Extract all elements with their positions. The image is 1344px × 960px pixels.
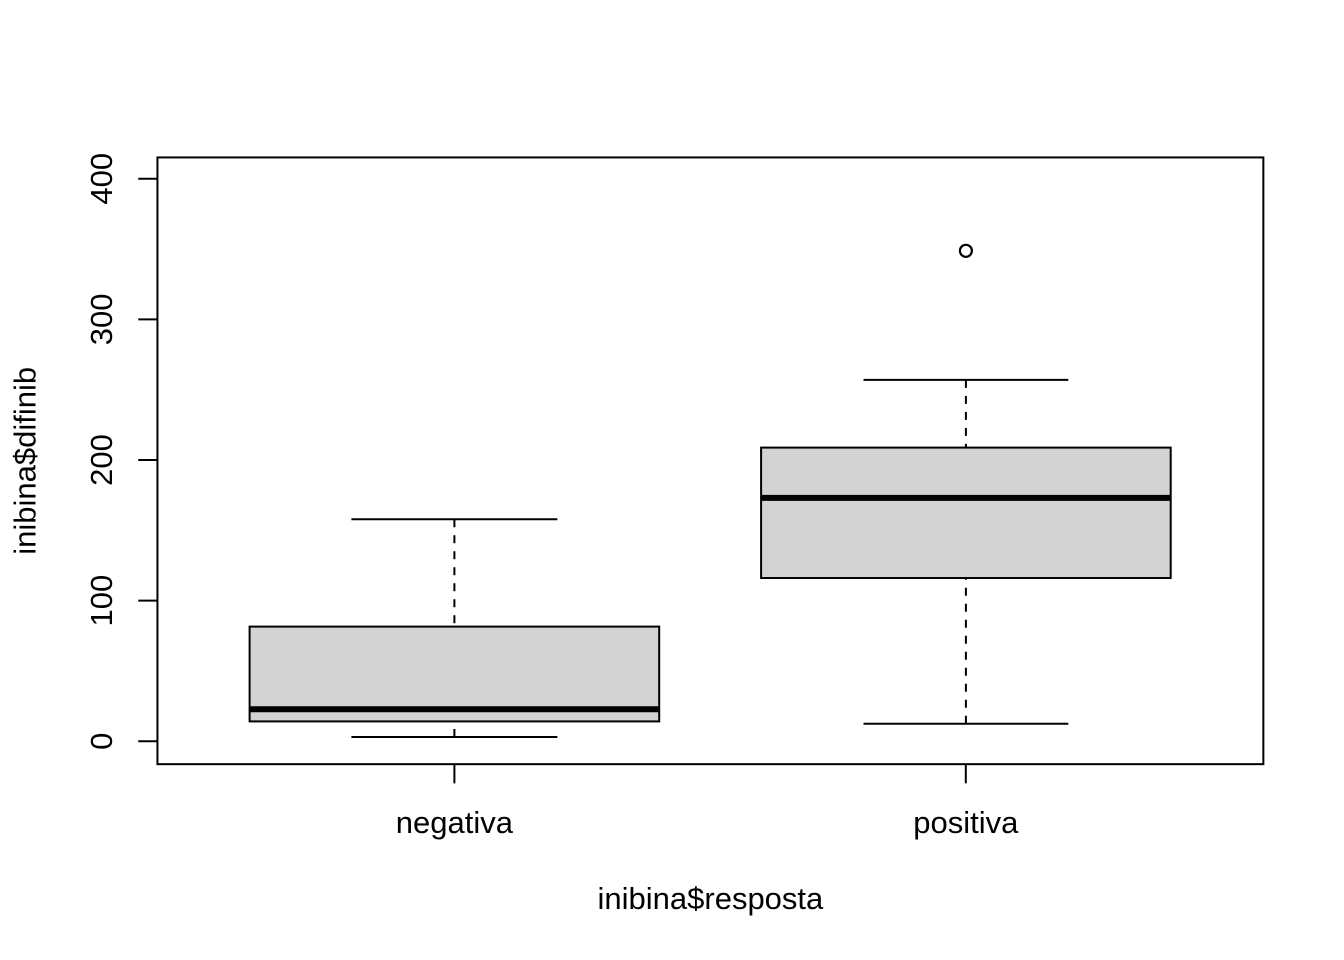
svg-text:300: 300 xyxy=(84,294,119,346)
svg-text:positiva: positiva xyxy=(913,805,1019,840)
svg-text:400: 400 xyxy=(84,153,119,205)
svg-text:negativa: negativa xyxy=(396,805,514,840)
svg-text:inibina$difinib: inibina$difinib xyxy=(8,367,43,555)
svg-text:inibina$resposta: inibina$resposta xyxy=(598,881,825,916)
svg-text:100: 100 xyxy=(84,575,119,627)
svg-text:0: 0 xyxy=(84,733,119,750)
svg-text:200: 200 xyxy=(84,434,119,486)
